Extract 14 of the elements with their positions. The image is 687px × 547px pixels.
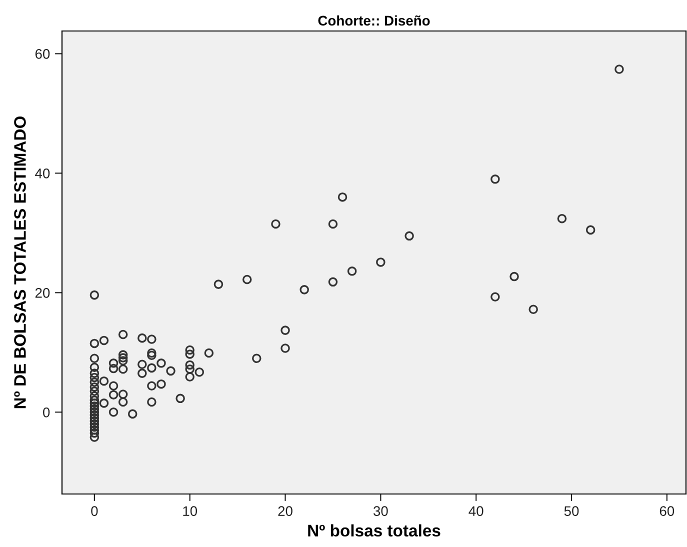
x-tick-label: 50 <box>564 506 579 516</box>
x-tick-label: 40 <box>468 506 484 516</box>
y-tick-label: 0 <box>43 407 50 418</box>
chart-title: Cohorte:: Diseño <box>318 15 430 26</box>
x-axis-title: Nº bolsas totales <box>308 524 440 537</box>
y-tick-label: 60 <box>35 49 50 59</box>
y-axis-title: Nº DE BOLSAS TOTALES ESTIMADO <box>14 116 26 408</box>
x-tick-label: 0 <box>91 506 98 516</box>
y-tick-label: 20 <box>35 288 50 298</box>
x-tick-label: 60 <box>660 506 674 516</box>
y-tick-label: 40 <box>35 168 50 178</box>
x-tick-label: 20 <box>278 506 292 516</box>
x-tick-label: 30 <box>373 506 388 516</box>
x-tick-label: 10 <box>183 506 198 516</box>
